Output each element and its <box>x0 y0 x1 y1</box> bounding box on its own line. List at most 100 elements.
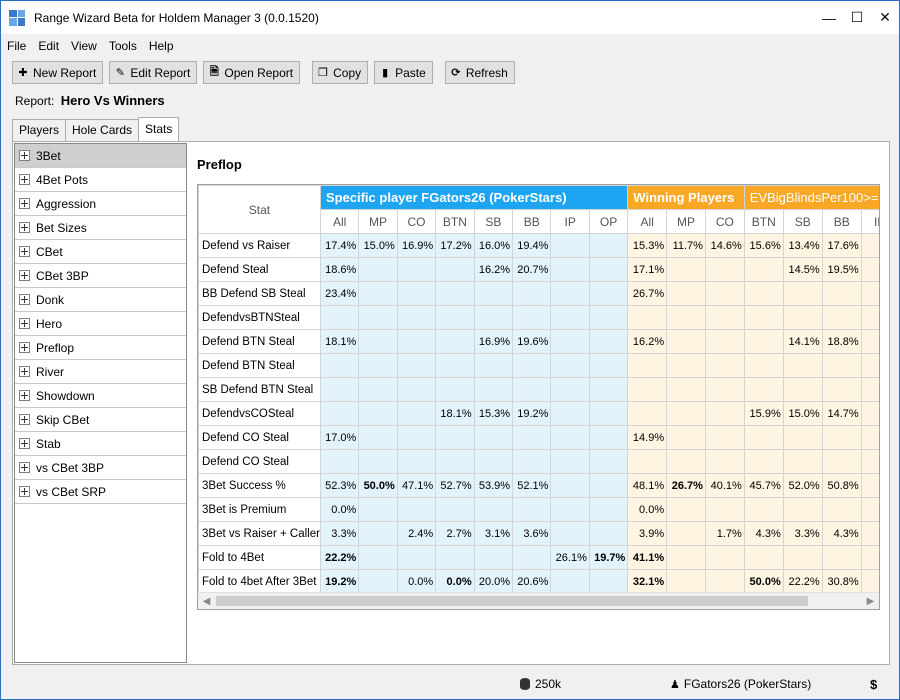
sidebar-item-stab[interactable]: Stab <box>15 432 186 456</box>
sidebar-item-aggression[interactable]: Aggression <box>15 192 186 216</box>
expand-icon[interactable] <box>19 462 30 473</box>
col-header-player-btn[interactable]: BTN <box>435 209 475 234</box>
expand-icon[interactable] <box>19 294 30 305</box>
table-row[interactable]: Fold to 4bet After 3Bet 19.2% 0.0% 0.0% 20.0… <box>198 569 879 593</box>
expand-icon[interactable] <box>19 390 30 401</box>
winners-value-cell <box>860 281 879 306</box>
table-row[interactable]: BB Defend SB Steal 23.4% 26.7% <box>198 281 879 306</box>
expand-icon[interactable] <box>19 270 30 281</box>
col-header-winners-all[interactable]: All <box>627 209 668 234</box>
expand-icon[interactable] <box>19 438 30 449</box>
scrollbar-thumb[interactable] <box>216 596 808 606</box>
winners-value-cell <box>704 497 745 522</box>
winners-value-cell: 0.0% <box>627 497 668 522</box>
col-header-player-op[interactable]: OP <box>588 209 629 234</box>
player-value-cell <box>358 305 398 330</box>
player-value-cell <box>588 425 629 450</box>
sidebar-item-river[interactable]: River <box>15 360 186 384</box>
table-row[interactable]: Defend vs Raiser 17.4% 15.0% 16.9% 17.2% 16.0… <box>198 233 879 258</box>
winners-value-cell <box>666 329 706 354</box>
table-row[interactable]: Defend Steal 18.6% 16.2% 20.7% 17.1% 14.5% 19.… <box>198 257 879 282</box>
table-row[interactable]: Defend BTN Steal <box>198 353 879 378</box>
maximize-icon[interactable]: ☐ <box>850 9 864 25</box>
table-row[interactable]: 3Bet vs Raiser + Caller 3.3% 2.4% 2.7% 3.1% 3… <box>198 521 879 546</box>
expand-icon[interactable] <box>19 150 30 161</box>
expand-icon[interactable] <box>19 342 30 353</box>
sidebar-item-preflop[interactable]: Preflop <box>15 336 186 360</box>
menu-file[interactable]: File <box>7 39 27 53</box>
sidebar-item-vs-cbet-srp[interactable]: vs CBet SRP <box>15 480 186 504</box>
menu-view[interactable]: View <box>71 39 97 53</box>
table-row[interactable]: SB Defend BTN Steal <box>198 377 879 402</box>
expand-icon[interactable] <box>19 174 30 185</box>
winners-value-cell: 4.3% <box>821 521 862 546</box>
sidebar-item-cbet-3bp[interactable]: CBet 3BP <box>15 264 186 288</box>
expand-icon[interactable] <box>19 414 30 425</box>
player-value-cell <box>358 257 398 282</box>
col-header-winners-if[interactable]: IF <box>860 209 879 234</box>
stat-column-header[interactable]: Stat <box>198 185 321 234</box>
new-report-label: New Report <box>33 65 97 80</box>
sidebar-item-donk[interactable]: Donk <box>15 288 186 312</box>
col-header-winners-sb[interactable]: SB <box>782 209 823 234</box>
expand-icon[interactable] <box>19 366 30 377</box>
winners-value-cell: 17.6% <box>821 233 862 258</box>
table-row[interactable]: 3Bet is Premium 0.0% 0.0% <box>198 497 879 522</box>
sidebar-item-3bet[interactable]: 3Bet <box>15 144 186 168</box>
col-header-player-bb[interactable]: BB <box>512 209 552 234</box>
table-row[interactable]: Defend CO Steal 17.0% 14.9% <box>198 425 879 450</box>
expand-icon[interactable] <box>19 318 30 329</box>
sidebar-item-vs-cbet-3bp[interactable]: vs CBet 3BP <box>15 456 186 480</box>
paste-button[interactable]: ▮ Paste <box>374 61 433 84</box>
table-row[interactable]: DefendvsBTNSteal <box>198 305 879 330</box>
expand-icon[interactable] <box>19 246 30 257</box>
table-row[interactable]: Defend BTN Steal 18.1% 16.9% 19.6% 16.2% 14.1… <box>198 329 879 354</box>
col-header-player-all[interactable]: All <box>319 209 360 234</box>
scroll-left-icon[interactable]: ◀ <box>202 596 211 607</box>
tab-players[interactable]: Players <box>12 119 67 141</box>
edit-report-button[interactable]: ✎ Edit Report <box>109 61 198 84</box>
expand-icon[interactable] <box>19 486 30 497</box>
col-header-player-co[interactable]: CO <box>396 209 437 234</box>
currency-indicator[interactable]: $ <box>870 676 878 692</box>
close-icon[interactable]: ✕ <box>879 9 891 25</box>
sidebar-item-cbet[interactable]: CBet <box>15 240 186 264</box>
col-header-winners-btn[interactable]: BTN <box>743 209 784 234</box>
tab-hole-cards[interactable]: Hole Cards <box>65 119 140 141</box>
table-row[interactable]: 3Bet Success % 52.3% 50.0% 47.1% 52.7% 53.9% 5… <box>198 473 879 498</box>
col-header-player-sb[interactable]: SB <box>473 209 514 234</box>
expand-icon[interactable] <box>19 222 30 233</box>
refresh-button[interactable]: ⟳ Refresh <box>444 61 515 84</box>
copy-button[interactable]: ❐ Copy <box>312 61 369 84</box>
sidebar-item-4bet-pots[interactable]: 4Bet Pots <box>15 168 186 192</box>
open-report-button[interactable]: 🗎 Open Report <box>203 61 301 84</box>
sidebar-item-hero[interactable]: Hero <box>15 312 186 336</box>
col-header-winners-bb[interactable]: BB <box>821 209 862 234</box>
player-value-cell: 0.0% <box>435 569 475 593</box>
scroll-right-icon[interactable]: ▶ <box>866 596 875 607</box>
sidebar-item-skip-cbet[interactable]: Skip CBet <box>15 408 186 432</box>
new-report-button[interactable]: ✚ New Report <box>12 61 104 84</box>
col-header-winners-co[interactable]: CO <box>704 209 745 234</box>
menu-edit[interactable]: Edit <box>38 39 60 53</box>
col-header-player-ip[interactable]: IP <box>550 209 590 234</box>
horizontal-scrollbar[interactable]: ◀ ▶ <box>198 592 879 609</box>
table-row[interactable]: DefendvsCOSteal 18.1% 15.3% 19.2% 15.9% 15.0%… <box>198 401 879 426</box>
sidebar-item-bet-sizes[interactable]: Bet Sizes <box>15 216 186 240</box>
col-header-winners-mp[interactable]: MP <box>666 209 706 234</box>
minimize-icon[interactable]: — <box>822 9 836 26</box>
database-status: 250k <box>520 677 561 691</box>
menu-tools[interactable]: Tools <box>108 39 137 53</box>
tab-stats[interactable]: Stats <box>138 117 180 141</box>
menu-help[interactable]: Help <box>148 39 174 53</box>
active-player-status[interactable]: ♟ FGators26 (PokerStars) <box>670 677 811 691</box>
winners-value-cell <box>743 353 784 378</box>
winners-value-cell <box>821 497 862 522</box>
winners-value-cell: 13.4% <box>782 233 823 258</box>
table-row[interactable]: Defend CO Steal <box>198 449 879 474</box>
expand-icon[interactable] <box>19 198 30 209</box>
winners-value-cell <box>782 281 823 306</box>
sidebar-item-showdown[interactable]: Showdown <box>15 384 186 408</box>
col-header-player-mp[interactable]: MP <box>358 209 398 234</box>
